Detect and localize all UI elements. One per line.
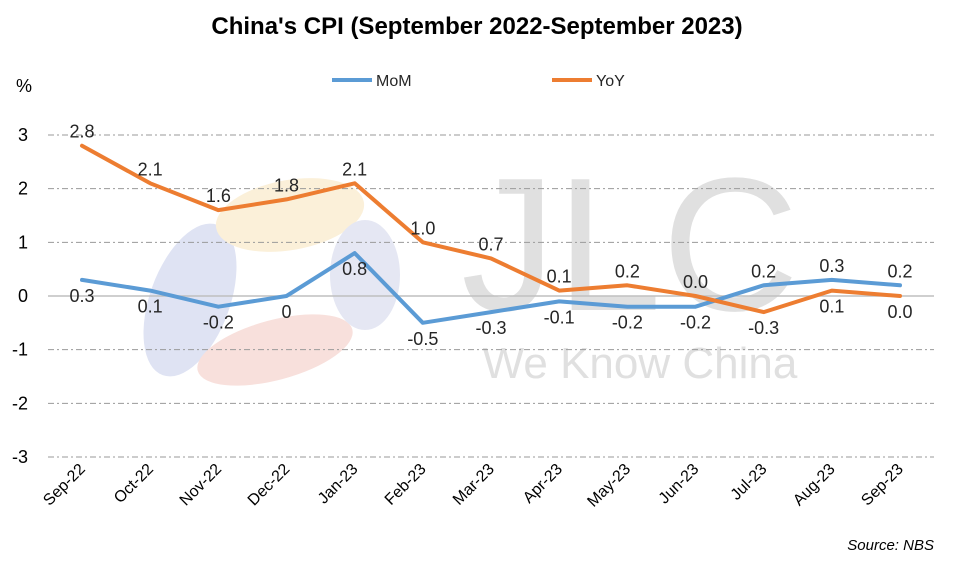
data-labels: 0.3 2.8 0.1 2.1 -0.2 1.6 0 1.8 0.8 2.1 -0.5 1.0 -0.3… [69,122,912,349]
data-label-yoy: 0.0 [887,302,912,322]
series-line-yoy [80,143,902,315]
x-tick-label: Sep-22 [40,461,89,510]
data-label-mom: -0.1 [544,307,575,327]
y-axis-unit-label: % [16,76,32,96]
data-label-mom: -0.2 [680,313,711,333]
watermark-logo-text: JLC [461,139,799,351]
x-tick-label: Aug-23 [790,461,839,510]
x-tick-label: Jul-23 [728,461,771,504]
data-label-yoy: 2.8 [69,122,94,142]
source-note: Source: NBS [847,537,934,554]
data-label-mom: 0 [281,302,291,322]
watermark-tagline: We Know China [483,339,798,388]
legend-label-yoy: YoY [596,73,625,90]
x-tick-label: Oct-22 [111,461,157,507]
data-label-yoy: 2.1 [138,159,163,179]
data-label-yoy: 0.0 [683,272,708,292]
data-label-mom: 0.2 [887,261,912,281]
data-label-yoy: 1.8 [274,175,299,195]
data-label-yoy: -0.3 [748,318,779,338]
y-tick-label: -3 [12,447,28,467]
watermark-logo-blue-shape-2 [330,220,400,330]
data-label-yoy: 2.1 [342,159,367,179]
y-tick-label: 1 [18,232,28,252]
series-lines [80,143,902,325]
y-tick-label: 3 [18,125,28,145]
x-tick-label: Sep-23 [858,461,907,510]
data-label-mom: 0.3 [69,286,94,306]
data-label-mom: 0.1 [138,297,163,317]
watermark-logo-yellow-shape [215,178,365,252]
legend: MoM YoY [332,73,625,90]
x-tick-label: Mar-23 [450,461,498,509]
x-tick-label: Dec-22 [245,461,294,510]
data-label-mom: 0.3 [819,256,844,276]
data-label-mom: 0.8 [342,259,367,279]
data-label-yoy: 1.0 [410,218,435,238]
data-label-yoy: 0.7 [478,234,503,254]
y-tick-label: 2 [18,179,28,199]
watermark: JLC We Know China [143,139,799,388]
y-tick-label: -2 [12,393,28,413]
series-line-mom [80,251,902,325]
x-tick-label: Jan-23 [315,461,362,508]
y-tick-label: 0 [18,286,28,306]
data-label-mom: -0.5 [407,329,438,349]
x-axis-ticks: Sep-22 Oct-22 Nov-22 Dec-22 Jan-23 Feb-23 Mar-… [40,461,907,511]
data-label-yoy: 0.2 [615,261,640,281]
legend-label-mom: MoM [376,73,412,90]
data-label-mom: 0.2 [751,261,776,281]
x-tick-label: Jun-23 [656,461,703,508]
x-tick-label: Feb-23 [382,461,430,509]
data-label-mom: -0.2 [612,313,643,333]
gridlines [48,134,934,458]
data-label-yoy: 1.6 [206,186,231,206]
data-label-yoy: 0.1 [819,297,844,317]
data-label-yoy: 0.1 [547,267,572,287]
x-tick-label: Apr-23 [520,461,566,507]
data-label-mom: -0.2 [203,313,234,333]
x-tick-label: Nov-22 [177,461,226,510]
data-label-mom: -0.3 [475,318,506,338]
y-axis-ticks: 3 2 1 0 -1 -2 -3 [12,125,28,467]
chart-title: China's CPI (September 2022-September 20… [211,13,742,40]
y-tick-label: -1 [12,340,28,360]
x-tick-label: May-23 [584,461,634,511]
